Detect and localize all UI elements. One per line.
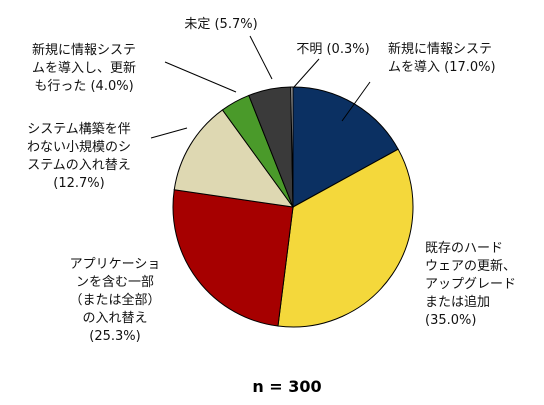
slice-label-line: 既存のハード (425, 241, 503, 256)
slice-label-line: または追加 (425, 294, 490, 310)
leader-line-4 (150, 127, 188, 139)
leader-line-7 (293, 58, 320, 88)
leader-lines (150, 35, 371, 139)
sample-size-label: n = 300 (252, 377, 321, 396)
leader-line-5 (164, 61, 237, 93)
pie-slices (172, 86, 414, 328)
slice-label-line: (35.0%) (425, 313, 476, 328)
slice-label-line: ンを含む一部 (76, 274, 154, 290)
slice-label-line: の入れ替え (82, 311, 147, 326)
slice-label-line: アプリケーショ (70, 257, 161, 272)
slice-label-6: 未定 (5.7%) (184, 17, 257, 32)
slice-label-4: システム構築を伴わない小規模のシステムの入れ替え (12.7%) (27, 122, 131, 191)
slice-label-line: ステムの入れ替え (27, 158, 131, 173)
leader-line-6 (249, 35, 273, 80)
pie-slice-4 (173, 109, 295, 208)
leader-line-1 (341, 81, 371, 122)
slice-label-line: ムを導入し、更新 (32, 60, 136, 76)
slice-label-line: 新規に情報システ (32, 42, 136, 58)
slice-label-line: アップグレード (425, 277, 516, 292)
slice-label-line: ムを導入 (17.0%) (388, 60, 496, 75)
pie-slice-3 (172, 189, 294, 327)
slice-label-line: (12.7%) (53, 176, 104, 191)
slice-label-line: （または全部） (69, 292, 160, 308)
slice-label-line: も行った (4.0%) (34, 79, 133, 94)
slice-label-5: 新規に情報システムを導入し、更新も行った (4.0%) (32, 42, 136, 94)
slice-label-7: 不明 (0.3%) (296, 42, 369, 57)
pie-slice-7 (290, 86, 294, 208)
slice-label-2: 既存のハードウェアの更新、アップグレードまたは追加 (35.0%) (425, 241, 516, 328)
slice-label-3: アプリケーションを含む一部 （または全部） の入れ替え (25.3%) (69, 257, 160, 344)
slice-label-1: 新規に情報システムを導入 (17.0%) (388, 41, 496, 75)
slice-label-line: 未定 (5.7%) (184, 17, 257, 32)
slice-label-line: わない小規模のシ (27, 140, 131, 155)
pie-slice-2 (277, 148, 414, 328)
slice-label-line: 不明 (0.3%) (296, 42, 369, 57)
slice-label-line: システム構築を伴 (27, 122, 131, 137)
slice-label-line: (25.3%) (89, 329, 140, 344)
slice-label-line: 新規に情報システ (388, 41, 492, 57)
slice-labels: 新規に情報システムを導入 (17.0%)既存のハードウェアの更新、アップグレード… (27, 17, 516, 344)
slice-label-line: ウェアの更新、 (425, 258, 516, 274)
